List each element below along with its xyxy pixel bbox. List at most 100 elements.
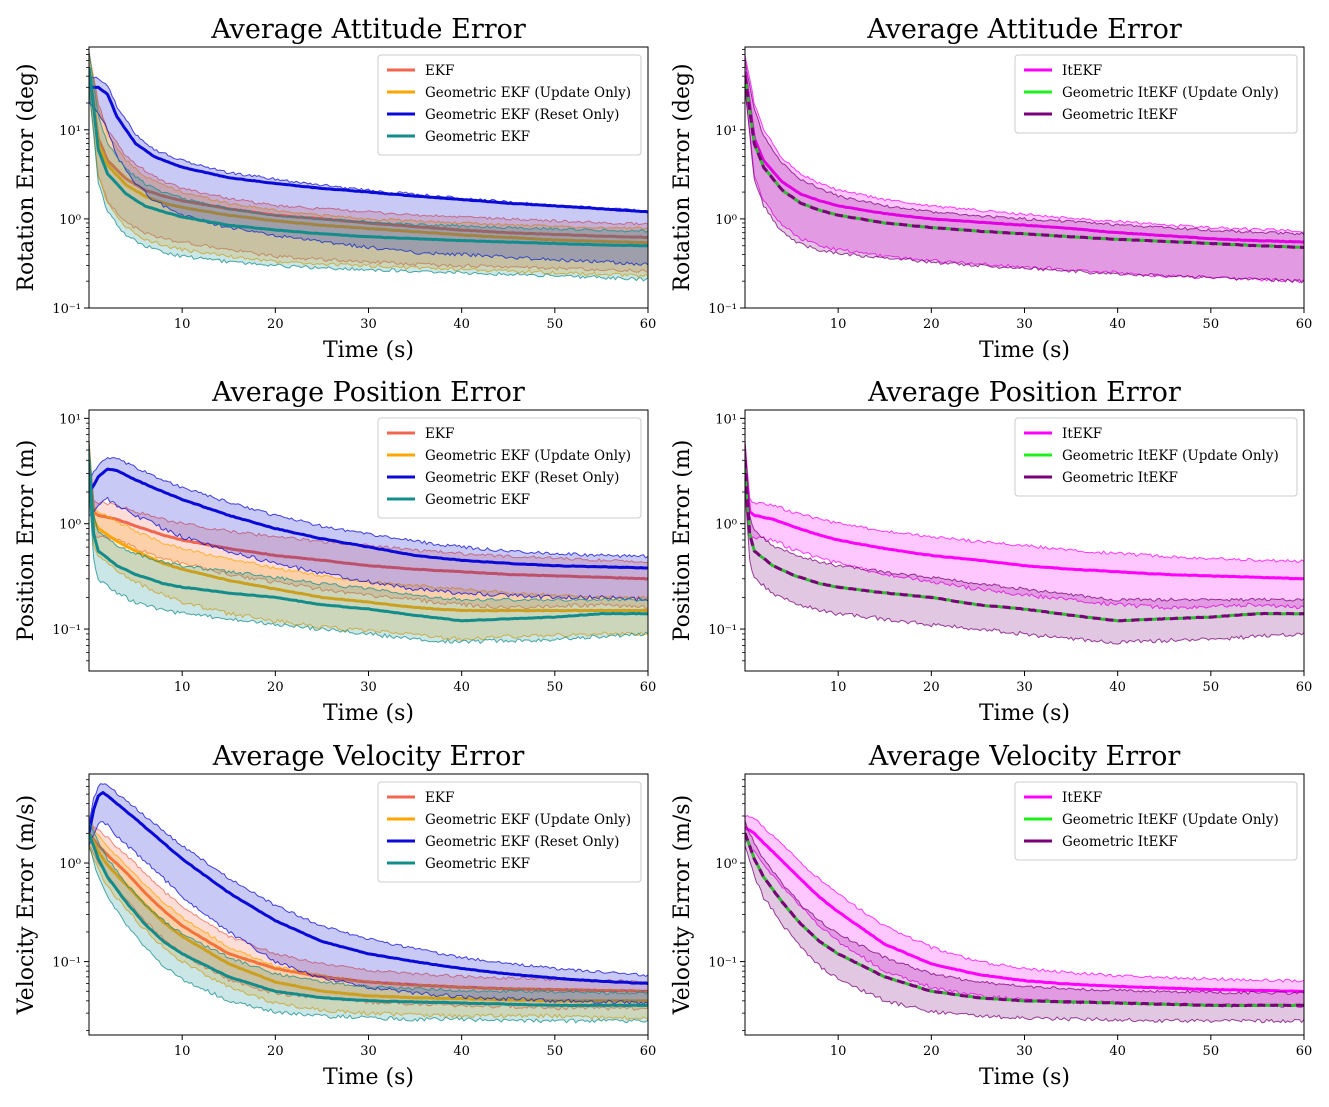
band-upper-0: [89, 51, 648, 226]
panel-title: Average Velocity Error: [868, 741, 1181, 772]
x-tick-label: 60: [640, 1044, 657, 1059]
panel-position-itekf: 10 20 30 40 50 60 10⁻¹ 10⁰ 10¹ Average Position E…: [670, 377, 1312, 726]
band-lower-0: [745, 491, 1304, 610]
x-tick-label: 30: [1016, 317, 1033, 332]
band-lower-3: [89, 88, 648, 282]
x-tick-label: 10: [174, 680, 191, 695]
series-2: [745, 440, 1304, 645]
x-tick-label: 40: [453, 1044, 470, 1059]
band-0: [745, 815, 1304, 1008]
legend: ItEKF Geometric ItEKF (Update Only) Geomet…: [1014, 417, 1298, 497]
panel-title: Average Attitude Error: [866, 14, 1182, 45]
plot-area: [745, 440, 1304, 645]
band-lower-2: [745, 845, 1304, 1024]
band-upper-1: [89, 52, 648, 231]
band-2: [745, 59, 1304, 283]
x-axis-label: Time (s): [323, 1065, 414, 1090]
panel-velocity-itekf: 10 20 30 40 50 60 10⁻¹ 10⁰ Average Velocity Erro…: [670, 741, 1312, 1090]
legend: EKF Geometric EKF (Update Only) Geometric …: [377, 781, 642, 883]
band-2: [89, 77, 648, 266]
series-line-3: [89, 67, 648, 248]
band-lower-2: [89, 821, 648, 1006]
x-tick-label: 10: [830, 1044, 847, 1059]
band-lower-2: [89, 101, 648, 266]
y-tick-label: 10⁻¹: [708, 302, 737, 317]
panel-velocity-ekf: 10 20 30 40 50 60 10⁻¹ 10⁰ Average Velocity Erro…: [14, 741, 656, 1090]
y-tick-label: 10⁻¹: [708, 956, 737, 971]
panel-position-ekf: 10 20 30 40 50 60 10⁻¹ 10⁰ 10¹ Average Position E…: [14, 377, 656, 726]
band-upper-3: [89, 440, 648, 602]
legend-label-0: ItEKF: [1062, 426, 1102, 442]
band-lower-1: [89, 844, 648, 1021]
band-2: [745, 820, 1304, 1023]
y-tick-label: 10⁰: [59, 857, 81, 872]
band-upper-2: [745, 820, 1304, 996]
band-1: [89, 440, 648, 641]
y-tick-label: 10⁰: [715, 213, 737, 228]
band-upper-2: [89, 783, 648, 978]
band-3: [89, 822, 648, 1023]
legend-label-1: Geometric ItEKF (Update Only): [1062, 448, 1279, 464]
x-tick-label: 50: [1203, 317, 1220, 332]
series-2: [745, 820, 1304, 1024]
band-2: [89, 457, 648, 602]
x-axis-label: Time (s): [979, 338, 1070, 363]
band-upper-2: [89, 457, 648, 559]
band-3: [89, 51, 648, 281]
y-tick-label: 10¹: [59, 412, 81, 427]
series-1: [89, 822, 648, 1021]
series-line-1: [89, 67, 648, 245]
x-tick-label: 30: [1016, 1044, 1033, 1059]
series-line-2: [745, 832, 1304, 1008]
x-tick-label: 40: [1109, 1044, 1126, 1059]
legend: ItEKF Geometric ItEKF (Update Only) Geomet…: [1014, 781, 1298, 861]
y-axis-label: Position Error (m): [670, 440, 695, 642]
x-tick-label: 60: [1296, 317, 1313, 332]
panel-attitude-itekf: 10 20 30 40 50 60 10⁻¹ 10⁰ 10¹ Average Attitude E…: [670, 14, 1312, 363]
band-lower-3: [89, 846, 648, 1024]
band-lower-1: [89, 490, 648, 642]
band-0: [89, 51, 648, 273]
legend-label-2: Geometric EKF (Reset Only): [425, 107, 619, 123]
panel-attitude-ekf: 10 20 30 40 50 60 10⁻¹ 10⁰ 10¹ Average Attitude E…: [14, 14, 656, 363]
series-2: [745, 59, 1304, 284]
y-tick-label: 10¹: [59, 124, 81, 139]
series-line-2: [745, 460, 1304, 623]
band-2: [745, 440, 1304, 645]
legend-label-0: ItEKF: [1062, 790, 1102, 806]
x-tick-label: 40: [453, 680, 470, 695]
legend-label-2: Geometric EKF (Reset Only): [425, 470, 619, 486]
x-tick-label: 50: [547, 1044, 564, 1059]
y-tick-label: 10⁰: [715, 857, 737, 872]
legend-label-0: EKF: [425, 790, 454, 806]
legend-label-0: ItEKF: [1062, 63, 1102, 79]
plot-area: [89, 783, 648, 1024]
x-tick-label: 60: [640, 317, 657, 332]
panel-title: Average Velocity Error: [212, 741, 525, 772]
series-2: [89, 76, 648, 266]
band-upper-3: [89, 821, 648, 996]
x-tick-label: 60: [1296, 680, 1313, 695]
y-tick-label: 10⁰: [59, 213, 81, 228]
series-line-0: [745, 826, 1304, 993]
legend-label-1: Geometric EKF (Update Only): [425, 812, 631, 828]
x-tick-label: 50: [547, 317, 564, 332]
series-0: [745, 54, 1304, 284]
legend: ItEKF Geometric ItEKF (Update Only) Geomet…: [1014, 54, 1298, 134]
band-lower-0: [89, 87, 648, 273]
band-upper-1: [89, 440, 648, 600]
x-tick-label: 60: [640, 680, 657, 695]
x-tick-label: 20: [267, 1044, 284, 1059]
band-upper-1: [89, 822, 648, 993]
legend-box: [377, 781, 642, 883]
series-2: [89, 783, 648, 1006]
y-tick-label: 10⁻¹: [52, 302, 81, 317]
series-3: [89, 821, 648, 1024]
x-tick-label: 50: [547, 680, 564, 695]
x-axis-label: Time (s): [979, 701, 1070, 726]
y-tick-label: 10⁻¹: [708, 623, 737, 638]
x-axis-label: Time (s): [323, 701, 414, 726]
y-tick-label: 10⁰: [59, 518, 81, 533]
x-tick-label: 10: [830, 317, 847, 332]
y-axis-label: Velocity Error (m/s): [670, 795, 695, 1015]
